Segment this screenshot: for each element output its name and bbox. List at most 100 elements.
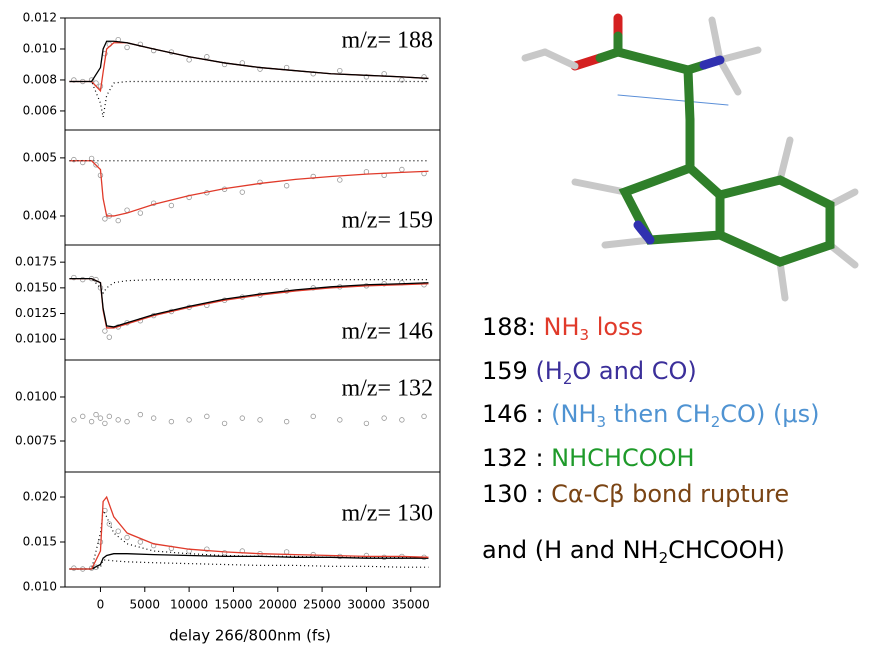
annotation-text: 146 : bbox=[482, 400, 551, 428]
data-point bbox=[258, 418, 263, 423]
data-point bbox=[338, 178, 343, 183]
annotation-text: 132 : bbox=[482, 444, 551, 472]
data-point bbox=[103, 329, 108, 334]
data-point bbox=[138, 540, 143, 545]
y-tick-label: 0.0075 bbox=[15, 434, 57, 448]
data-point bbox=[169, 419, 174, 424]
data-point bbox=[151, 416, 156, 421]
y-tick-label: 0.006 bbox=[23, 103, 57, 117]
data-point bbox=[72, 566, 77, 571]
y-tick-label: 0.0175 bbox=[15, 255, 57, 269]
fit-line bbox=[69, 560, 428, 569]
molecule bbox=[525, 18, 855, 298]
figure: 0.0060.0080.0100.012m/z= 1880.0040.005m/… bbox=[0, 0, 870, 649]
y-tick-label: 0.0150 bbox=[15, 280, 57, 294]
data-point bbox=[169, 203, 174, 208]
annotation-text: 2 bbox=[711, 413, 721, 431]
data-point bbox=[116, 418, 121, 423]
bond-axis bbox=[618, 95, 728, 105]
annotation-text: 130 : bbox=[482, 480, 551, 508]
data-point bbox=[187, 418, 192, 423]
data-point bbox=[240, 416, 245, 421]
panel-label: m/z= 159 bbox=[341, 208, 433, 234]
data-point bbox=[138, 211, 143, 216]
annotation-text: and (H and NH bbox=[482, 536, 659, 564]
annotation: 132 : NHCHCOOH bbox=[482, 444, 695, 472]
data-point bbox=[72, 418, 77, 423]
data-point bbox=[125, 419, 130, 424]
annotation-text: then CH bbox=[606, 400, 711, 428]
y-tick-label: 0.0125 bbox=[15, 306, 57, 320]
x-tick-label: 0 bbox=[97, 598, 105, 612]
annotation-text: loss bbox=[589, 313, 643, 341]
y-tick-label: 0.015 bbox=[23, 535, 57, 549]
data-point bbox=[98, 416, 103, 421]
data-point bbox=[94, 412, 99, 417]
data-point bbox=[284, 183, 289, 188]
data-point bbox=[89, 156, 94, 161]
annotation-text: Cα-Cβ bond rupture bbox=[551, 480, 789, 508]
data-point bbox=[311, 414, 316, 419]
x-tick-label: 25000 bbox=[303, 598, 341, 612]
annotation: 130 : Cα-Cβ bond rupture bbox=[482, 480, 789, 508]
panel: 0.004 0.005 m/z= 159 bbox=[23, 130, 440, 245]
y-tick-label: 0.012 bbox=[23, 11, 57, 25]
y-tick-label: 0.0100 bbox=[15, 389, 57, 403]
annotation-text: O and CO) bbox=[572, 357, 696, 385]
x-tick-label: 15000 bbox=[214, 598, 252, 612]
data-point bbox=[364, 421, 369, 426]
annotation-text: CO) (μs) bbox=[720, 400, 819, 428]
data-point bbox=[187, 58, 192, 63]
annotation: 146 : (NH3 then CH2CO) (μs) bbox=[482, 400, 819, 428]
y-tick-label: 0.010 bbox=[23, 41, 57, 55]
annotation-text: 2 bbox=[659, 549, 669, 567]
data-point bbox=[107, 335, 112, 340]
annotation-text: NH bbox=[544, 313, 580, 341]
y-tick-label: 0.008 bbox=[23, 72, 57, 86]
annotation-text: 3 bbox=[580, 326, 590, 344]
data-point bbox=[205, 54, 210, 59]
annotation-text: NHCHCOOH bbox=[551, 444, 694, 472]
y-tick-label: 0.005 bbox=[23, 150, 57, 164]
data-point bbox=[400, 418, 405, 423]
x-tick-label: 30000 bbox=[347, 598, 385, 612]
panel-label: m/z= 130 bbox=[341, 501, 433, 527]
data-point bbox=[382, 416, 387, 421]
data-point bbox=[205, 414, 210, 419]
annotation-text: 159 bbox=[482, 357, 535, 385]
data-point bbox=[103, 421, 108, 426]
data-point bbox=[338, 68, 343, 73]
panel-frame bbox=[65, 472, 440, 587]
y-tick-label: 0.010 bbox=[23, 580, 57, 594]
panel: 0.0075 0.0100 m/z= 132 bbox=[15, 360, 440, 472]
annotation: 159 (H2O and CO) bbox=[482, 357, 697, 385]
annotation-text: 3 bbox=[597, 413, 607, 431]
data-point bbox=[89, 419, 94, 424]
data-point bbox=[116, 218, 121, 223]
data-point bbox=[107, 414, 112, 419]
y-tick-label: 0.004 bbox=[23, 208, 57, 222]
data-point bbox=[284, 550, 289, 555]
data-point bbox=[125, 535, 130, 540]
data-point bbox=[125, 45, 130, 50]
data-point bbox=[138, 412, 143, 417]
x-tick-label: 10000 bbox=[170, 598, 208, 612]
data-point bbox=[125, 208, 130, 213]
data-point bbox=[284, 419, 289, 424]
data-point bbox=[222, 421, 227, 426]
annotation-text: (H bbox=[535, 357, 562, 385]
panel-label: m/z= 132 bbox=[341, 376, 433, 402]
annotation: 188: NH3 loss bbox=[482, 313, 643, 341]
data-point bbox=[103, 217, 108, 222]
fit-line bbox=[69, 82, 428, 118]
panel-label: m/z= 146 bbox=[341, 319, 433, 345]
annotation-text: CHCOOH) bbox=[668, 536, 785, 564]
data-point bbox=[80, 414, 85, 419]
y-tick-label: 0.0100 bbox=[15, 332, 57, 346]
data-point bbox=[116, 529, 121, 534]
x-tick-label: 5000 bbox=[130, 598, 161, 612]
data-point bbox=[422, 414, 427, 419]
y-tick-label: 0.020 bbox=[23, 490, 57, 504]
